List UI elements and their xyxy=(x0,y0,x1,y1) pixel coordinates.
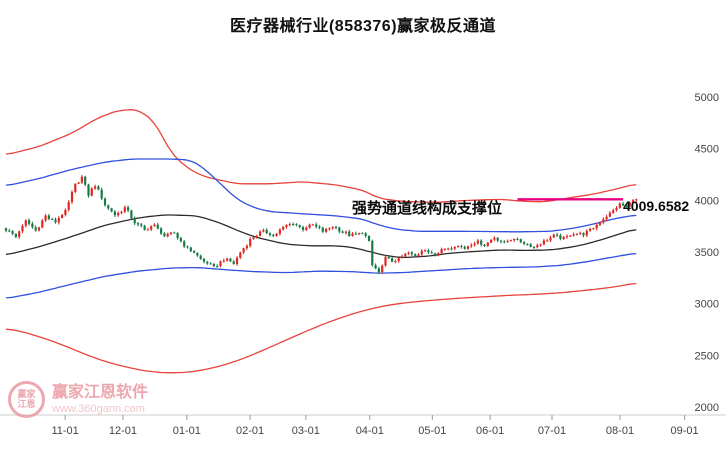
y-axis: 2000 2500 3000 3500 4000 4500 5000 xyxy=(695,92,719,414)
candles-layer xyxy=(4,175,638,274)
y-tick-label: 5000 xyxy=(695,92,719,104)
y-tick-label: 4500 xyxy=(695,144,719,156)
line-outer-lower-red xyxy=(5,282,637,374)
x-tick-label: 03-01 xyxy=(292,425,320,437)
x-tick-label: 07-01 xyxy=(538,425,566,437)
line-inner-upper-blue xyxy=(5,158,637,233)
watermark-logo-icon: 赢家 江恩 xyxy=(8,381,45,418)
y-tick-label: 2500 xyxy=(695,350,719,362)
x-tick-label: 08-01 xyxy=(606,425,634,437)
x-axis: 11-01 12-01 01-01 02-01 03-01 04-01 05-01 06-01… xyxy=(0,414,726,437)
y-tick-label: 2000 xyxy=(695,402,719,414)
x-tick-label: 02-01 xyxy=(236,425,264,437)
y-tick-label: 4000 xyxy=(695,195,719,207)
y-tick-label: 3500 xyxy=(695,247,719,259)
watermark-logo-text-top: 赢家 xyxy=(17,389,36,400)
watermark-logo-text-bottom: 江恩 xyxy=(17,398,36,409)
x-tick-label: 09-01 xyxy=(671,425,699,437)
x-tick-label: 11-01 xyxy=(51,425,78,437)
y-tick-label: 3000 xyxy=(695,299,719,311)
line-middle-black xyxy=(5,214,637,259)
watermark-brand: 赢家江恩软件 xyxy=(52,384,149,402)
x-tick-label: 06-01 xyxy=(476,425,504,437)
watermark-text: 赢家江恩软件 www.360gann.com xyxy=(52,384,148,415)
line-outer-upper-red xyxy=(5,109,637,203)
x-tick-label: 04-01 xyxy=(356,425,384,437)
watermark-url: www.360gann.com xyxy=(52,402,145,415)
watermark: 赢家 江恩 赢家江恩软件 www.360gann.com xyxy=(8,381,148,418)
x-tick-label: 12-01 xyxy=(109,425,137,437)
line-inner-lower-blue xyxy=(5,252,637,299)
x-tick-label: 05-01 xyxy=(418,425,446,437)
x-tick-label: 01-01 xyxy=(173,425,201,437)
support-annotation: 强势通道线构成支撑位 xyxy=(352,200,503,217)
chart-title: 医疗器械行业(858376)赢家极反通道 xyxy=(229,18,497,35)
last-price-label: 4009.6582 xyxy=(623,198,690,214)
channel-lines xyxy=(5,109,637,374)
